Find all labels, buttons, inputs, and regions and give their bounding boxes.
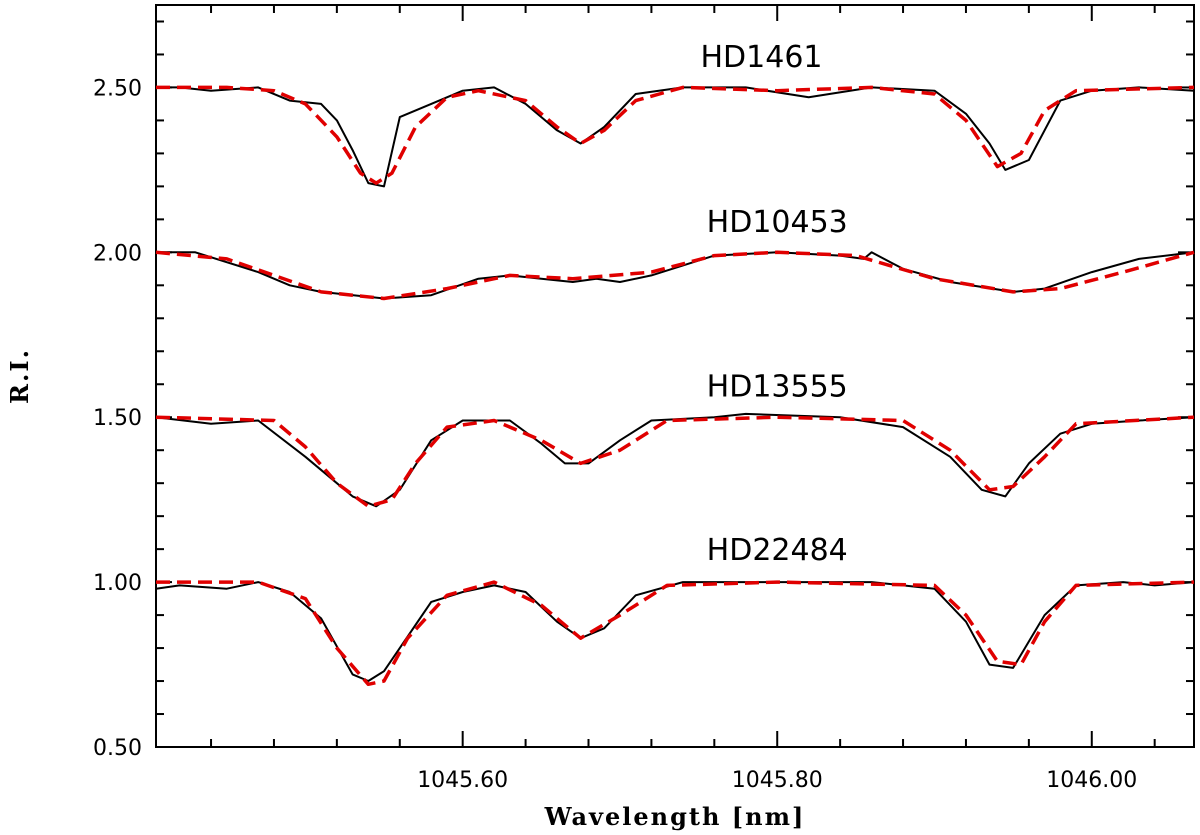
observed-line-hd1461	[156, 86, 1195, 188]
plot-frame	[155, 4, 1195, 748]
y-tick-label: 1.50	[93, 406, 142, 431]
y-tick-label: 2.00	[93, 241, 142, 266]
y-tick-label: 0.50	[93, 736, 142, 761]
tick-labels: 1045.60 1045.80 1046.00 0.50 1.00 1.50 2.00 2.5…	[93, 76, 1137, 793]
y-axis-title: R.I.	[5, 348, 34, 404]
x-tick-label: 1045.60	[417, 768, 508, 793]
y-tick-label: 1.00	[93, 571, 142, 596]
data-series	[155, 85, 1195, 687]
observed-line-hd10453	[156, 251, 1195, 300]
star-label-hd13555: HD13555	[707, 370, 848, 405]
axes-frame	[155, 4, 1195, 748]
star-label-hd1461: HD1461	[700, 40, 822, 75]
star-label-hd10453: HD10453	[707, 205, 848, 240]
observed-line-hd13555	[155, 412, 1195, 508]
star-labels: HD1461 HD10453 HD13555 HD22484	[700, 40, 847, 568]
model-line-hd1461	[156, 85, 1195, 185]
model-line-hd22484	[156, 580, 1195, 687]
y-tick-label: 2.50	[93, 76, 142, 101]
model-line-hd13555	[155, 415, 1195, 509]
x-tick-label: 1045.80	[732, 768, 823, 793]
star-label-hd22484: HD22484	[707, 533, 848, 568]
model-line-hd10453	[155, 250, 1195, 301]
x-axis-title: Wavelength [nm]	[544, 802, 806, 831]
x-tick-label: 1046.00	[1046, 768, 1137, 793]
